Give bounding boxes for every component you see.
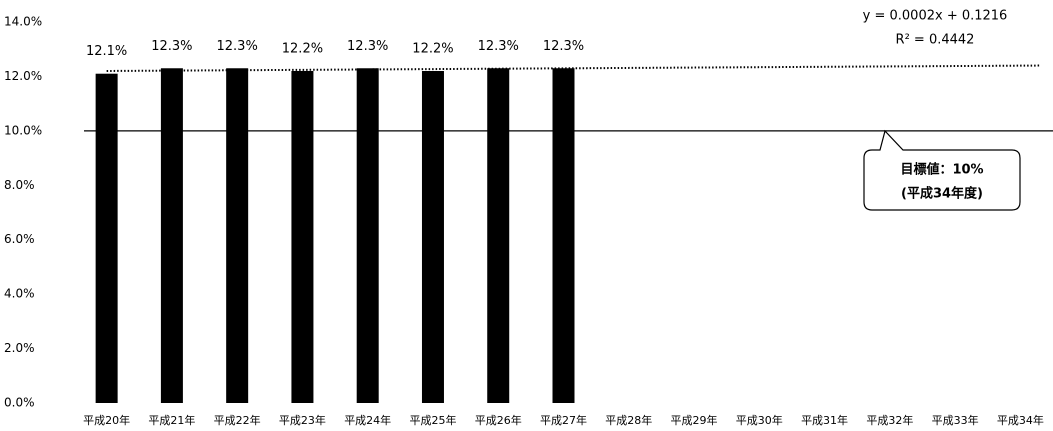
bar bbox=[160, 68, 183, 403]
x-tick-label: 平成22年 bbox=[214, 413, 261, 427]
value-label: 12.3% bbox=[478, 39, 519, 54]
bar bbox=[421, 70, 444, 403]
target-label: 目標値：10% bbox=[900, 162, 983, 178]
x-tick-label: 平成30年 bbox=[736, 413, 783, 427]
x-tick-label: 平成23年 bbox=[279, 413, 326, 427]
bar bbox=[95, 73, 118, 403]
x-tick-label: 平成34年 bbox=[997, 413, 1044, 427]
y-tick-label: 12.0% bbox=[4, 69, 42, 83]
value-label: 12.3% bbox=[347, 39, 388, 54]
y-tick-label: 8.0% bbox=[4, 178, 35, 192]
x-tick-label: 平成29年 bbox=[671, 413, 718, 427]
value-label: 12.3% bbox=[543, 39, 584, 54]
x-tick-label: 平成33年 bbox=[932, 413, 979, 427]
value-label: 12.1% bbox=[86, 44, 127, 59]
bar bbox=[226, 68, 249, 403]
bar bbox=[356, 68, 379, 403]
y-tick-label: 10.0% bbox=[4, 123, 42, 137]
bar bbox=[552, 68, 575, 403]
trend-equation: y = 0.0002x + 0.1216 bbox=[863, 9, 1008, 24]
value-label: 12.3% bbox=[151, 39, 192, 54]
target-sublabel: (平成34年度) bbox=[901, 186, 983, 202]
trendline bbox=[106, 64, 1041, 72]
value-label: 12.2% bbox=[282, 41, 323, 56]
y-tick-label: 14.0% bbox=[4, 15, 42, 29]
x-tick-label: 平成26年 bbox=[475, 413, 522, 427]
bar bbox=[487, 68, 510, 403]
x-tick-label: 平成28年 bbox=[605, 413, 652, 427]
y-tick-label: 4.0% bbox=[4, 287, 35, 301]
y-tick-label: 0.0% bbox=[4, 396, 35, 410]
x-tick-label: 平成21年 bbox=[148, 413, 195, 427]
y-tick-label: 2.0% bbox=[4, 341, 35, 355]
trend-r-squared: R² = 0.4442 bbox=[896, 33, 975, 48]
x-tick-label: 平成25年 bbox=[409, 413, 456, 427]
value-label: 12.3% bbox=[217, 39, 258, 54]
x-tick-label: 平成20年 bbox=[83, 413, 130, 427]
value-label: 12.2% bbox=[412, 41, 453, 56]
bar bbox=[291, 70, 314, 403]
x-tick-label: 平成27年 bbox=[540, 413, 587, 427]
x-tick-label: 平成31年 bbox=[801, 413, 848, 427]
y-tick-label: 6.0% bbox=[4, 232, 35, 246]
callout-box bbox=[863, 129, 1021, 211]
x-tick-label: 平成24年 bbox=[344, 413, 391, 427]
x-tick-label: 平成32年 bbox=[866, 413, 913, 427]
